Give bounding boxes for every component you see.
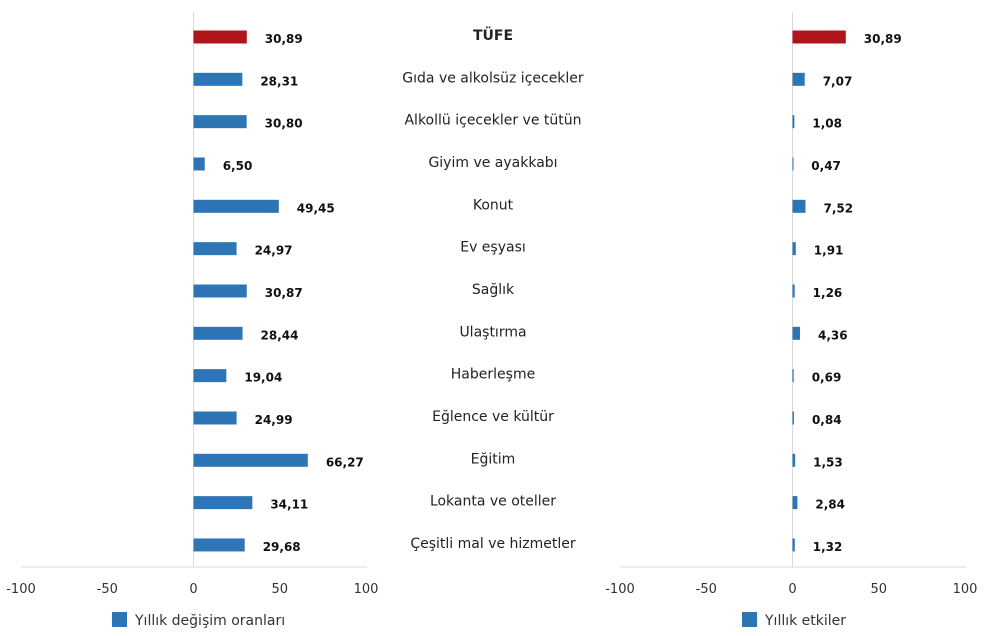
data-label: 49,45 (297, 201, 335, 215)
category-label: Ulaştırma (459, 324, 526, 340)
data-label: 24,97 (255, 244, 293, 258)
bar-effect (792, 72, 805, 86)
bar-effect (792, 411, 794, 425)
bar-change (193, 411, 237, 425)
bar-effect (792, 115, 795, 129)
bar-change (193, 72, 243, 86)
category-label: Giyim ve ayakkabı (428, 155, 557, 171)
x-tick-label: -50 (97, 582, 118, 597)
x-tick-label: 0 (788, 582, 796, 597)
data-label: 4,36 (818, 328, 848, 342)
data-label: 30,89 (864, 32, 902, 46)
x-tick-label: 0 (189, 582, 197, 597)
category-label: Eğitim (471, 451, 516, 467)
bar-effect (792, 369, 794, 383)
bar-change (193, 30, 247, 44)
legend-right-swatch (742, 612, 757, 627)
x-tick-label: 50 (870, 582, 887, 597)
x-tick-label: -100 (605, 582, 635, 597)
x-tick-label: -100 (6, 582, 36, 597)
bar-effect (792, 326, 801, 340)
bar-effect (792, 453, 796, 467)
bar-effect (792, 157, 794, 171)
data-label: 30,87 (265, 286, 303, 300)
category-label: Konut (473, 197, 514, 213)
bar-effect (792, 284, 795, 298)
category-label: TÜFE (473, 26, 513, 44)
bar-change (193, 157, 205, 171)
bar-change (193, 496, 253, 510)
data-label: 2,84 (815, 498, 845, 512)
data-label: 6,50 (223, 159, 253, 173)
data-label: 30,89 (265, 32, 303, 46)
data-label: 19,04 (244, 371, 282, 385)
x-tick-label: 100 (354, 582, 379, 597)
data-label: 28,31 (260, 74, 298, 88)
data-label: 29,68 (263, 540, 301, 554)
bar-change (193, 453, 308, 467)
data-label: 24,99 (255, 413, 293, 427)
data-label: 7,07 (823, 74, 853, 88)
bar-change (193, 284, 247, 298)
category-label: Eğlence ve kültür (432, 409, 554, 425)
category-label: Haberleşme (451, 367, 535, 383)
category-label: Çeşitli mal ve hizmetler (410, 536, 576, 552)
bar-effect (792, 496, 798, 510)
bar-effect (792, 199, 806, 213)
data-label: 1,08 (812, 117, 842, 131)
data-label: 30,80 (265, 117, 303, 131)
data-label: 0,69 (812, 371, 842, 385)
data-label: 0,47 (811, 159, 841, 173)
bar-change (193, 538, 245, 552)
bar-change (193, 326, 243, 340)
bar-change (193, 199, 279, 213)
bar-change (193, 242, 237, 256)
data-label: 1,32 (813, 540, 843, 554)
category-label: Lokanta ve oteller (430, 494, 556, 510)
category-label: Gıda ve alkolsüz içecekler (402, 70, 584, 86)
category-label: Alkollü içecekler ve tütün (404, 113, 581, 129)
bar-effect (792, 538, 795, 552)
data-label: 1,53 (813, 455, 843, 469)
x-tick-label: -50 (696, 582, 717, 597)
legend-left-swatch (112, 612, 127, 627)
category-label: Ev eşyası (460, 240, 526, 256)
data-label: 1,91 (814, 244, 844, 258)
bar-change (193, 369, 227, 383)
category-label: Sağlık (472, 282, 515, 298)
legend-left-text: Yıllık değişim oranları (134, 613, 285, 629)
data-label: 28,44 (261, 328, 299, 342)
bar-effect (792, 242, 796, 256)
data-label: 66,27 (326, 455, 364, 469)
x-tick-label: 100 (953, 582, 978, 597)
x-tick-label: 50 (271, 582, 288, 597)
data-label: 0,84 (812, 413, 842, 427)
bar-effect (792, 30, 846, 44)
data-label: 1,26 (813, 286, 843, 300)
legend-right-text: Yıllık etkiler (764, 613, 846, 629)
bar-change (193, 115, 247, 129)
data-label: 34,11 (270, 498, 308, 512)
data-label: 7,52 (823, 201, 853, 215)
